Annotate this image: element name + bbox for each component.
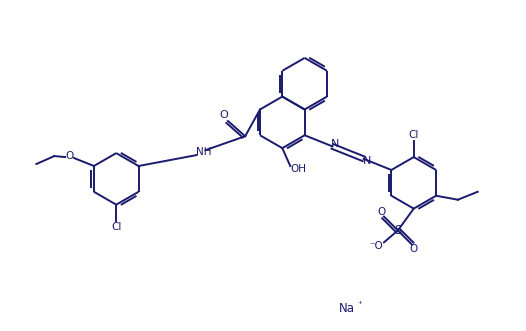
Text: OH: OH — [290, 164, 306, 174]
Text: Na: Na — [339, 302, 355, 315]
Text: ⁺: ⁺ — [358, 300, 362, 309]
Text: Cl: Cl — [409, 130, 419, 140]
Text: Cl: Cl — [111, 222, 122, 232]
Text: ⁻O: ⁻O — [369, 241, 383, 251]
Text: N: N — [331, 139, 340, 149]
Text: O: O — [65, 151, 73, 161]
Text: O: O — [219, 111, 228, 120]
Text: S: S — [394, 224, 401, 237]
Text: O: O — [378, 207, 386, 216]
Text: NH: NH — [196, 147, 211, 157]
Text: N: N — [362, 156, 371, 166]
Text: O: O — [410, 244, 418, 254]
